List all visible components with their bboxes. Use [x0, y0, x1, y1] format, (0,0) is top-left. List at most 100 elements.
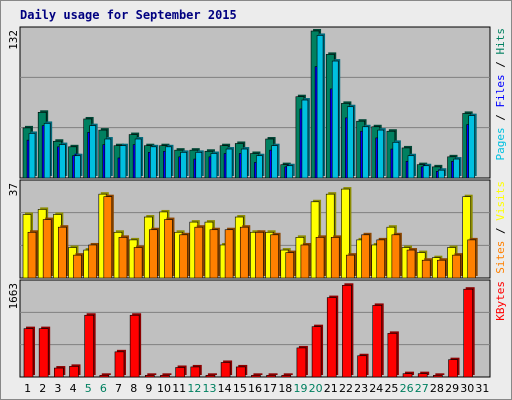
bar-kbytes-day-27-shadow [420, 371, 430, 375]
bar-pages-day-4 [74, 153, 83, 179]
bar-kbytes-day-4-face [69, 366, 79, 378]
legend-visits-sites: Sites / Visits [494, 181, 507, 274]
bar-sites-day-1-face [27, 231, 37, 279]
bar-sites-day-30 [467, 237, 478, 279]
bar-sites-day-10-face [164, 219, 173, 279]
day-label-6: 6 [100, 382, 107, 395]
bar-pages-day-16 [256, 153, 265, 179]
day-label-22: 22 [339, 382, 353, 395]
bar-sites-day-10 [164, 217, 175, 279]
scale-label-hits-files-pages: 132 [7, 30, 20, 50]
bar-pages-day-3-face [59, 144, 66, 179]
bar-pages-day-15-face [240, 148, 248, 179]
bar-pages-day-2-face [43, 123, 51, 179]
bar-pages-day-12 [195, 150, 204, 179]
bar-kbytes-day-1 [23, 326, 35, 378]
day-label-29: 29 [445, 382, 459, 395]
bar-pages-day-5-face [89, 125, 96, 179]
bar-pages-day-27 [422, 163, 432, 179]
bar-pages-day-4-face [74, 155, 81, 179]
bar-pages-day-5 [89, 123, 98, 179]
bar-kbytes-day-15 [235, 364, 248, 378]
bar-pages-day-17 [271, 143, 280, 179]
bar-kbytes-day-25-face [387, 333, 398, 378]
bar-kbytes-day-18 [281, 373, 293, 378]
bar-sites-day-30-face [467, 239, 476, 279]
legend-entry-hits: Hits [494, 28, 507, 55]
legend-separator: / [494, 221, 507, 241]
bar-pages-day-15 [240, 147, 250, 179]
day-label-24: 24 [369, 382, 383, 395]
bar-sites-day-22 [346, 253, 357, 279]
legend-entry-visits: Visits [494, 181, 507, 221]
day-label-26: 26 [400, 382, 414, 395]
day-label-10: 10 [157, 382, 171, 395]
bar-sites-day-5 [88, 242, 99, 279]
bar-sites-day-19 [300, 242, 311, 279]
bar-sites-day-26-face [406, 249, 416, 279]
bar-kbytes-day-11 [175, 365, 187, 378]
bar-kbytes-day-22 [342, 283, 354, 378]
bar-visits-day-22 [341, 187, 352, 279]
bar-kbytes-day-6 [99, 373, 111, 378]
bar-pages-day-29-face [453, 158, 460, 179]
bar-pages-day-28 [438, 168, 447, 179]
bar-pages-day-13 [210, 151, 219, 179]
bar-visits-day-30 [462, 194, 473, 279]
bar-kbytes-day-23 [357, 353, 369, 378]
bar-pages-day-2 [43, 121, 53, 179]
bar-pages-day-6-face [104, 138, 112, 179]
chart-title: Daily usage for September 2015 [20, 8, 237, 22]
bar-pages-day-30 [468, 113, 477, 179]
bar-kbytes-day-26 [402, 371, 415, 378]
bar-sites-day-27-face [421, 259, 431, 279]
bar-pages-day-8 [134, 137, 144, 179]
bar-sites-day-24-face [376, 239, 386, 279]
bar-sites-day-25 [391, 232, 402, 279]
bar-sites-day-23 [361, 232, 372, 279]
bar-kbytes-day-17-face [266, 375, 276, 378]
bar-kbytes-day-7-face [114, 351, 125, 378]
bar-sites-day-26 [406, 248, 418, 279]
day-label-17: 17 [263, 382, 277, 395]
bar-sites-day-16 [255, 230, 266, 279]
bar-pages-day-12-face [195, 152, 203, 179]
bar-sites-day-15-face [239, 226, 249, 279]
bar-kbytes-day-22-face [342, 284, 352, 378]
bar-visits-day-22-face [341, 188, 350, 279]
bar-sites-day-8 [133, 245, 145, 279]
bar-pages-day-21 [331, 59, 341, 179]
bar-kbytes-day-17 [266, 373, 278, 378]
bar-kbytes-day-3-face [54, 367, 64, 378]
bar-kbytes-day-29-face [448, 359, 458, 378]
bar-kbytes-day-24 [372, 303, 384, 378]
bar-kbytes-day-17-shadow [268, 373, 278, 375]
bar-kbytes-day-26-shadow [405, 371, 415, 375]
bar-kbytes-day-19-face [296, 347, 307, 378]
day-label-28: 28 [430, 382, 444, 395]
bar-pages-day-24-face [377, 129, 385, 179]
bar-kbytes-day-16-shadow [253, 373, 263, 375]
bar-kbytes-day-14-face [220, 362, 231, 378]
day-label-20: 20 [309, 382, 323, 395]
bar-visits-day-30-face [462, 196, 471, 279]
day-label-5: 5 [85, 382, 92, 395]
bar-sites-day-22-face [346, 254, 355, 279]
day-label-13: 13 [203, 382, 217, 395]
legend-entry-sites: Sites [494, 241, 507, 274]
day-label-12: 12 [187, 382, 201, 395]
bar-pages-day-14-face [225, 148, 233, 179]
bar-pages-day-28-face [438, 169, 445, 179]
bar-kbytes-day-3 [54, 366, 66, 378]
day-label-3: 3 [54, 382, 61, 395]
bar-sites-day-14 [224, 227, 236, 279]
bar-pages-day-3 [59, 142, 68, 179]
bar-kbytes-day-10 [160, 373, 172, 378]
bar-sites-day-2-face [42, 219, 52, 279]
bar-kbytes-day-9-shadow [147, 373, 157, 375]
bar-sites-day-14-face [224, 229, 234, 279]
bar-pages-day-16-face [256, 155, 263, 179]
bar-sites-day-13 [209, 227, 220, 279]
bar-sites-day-17-face [270, 234, 279, 279]
bar-kbytes-day-4 [69, 364, 81, 378]
